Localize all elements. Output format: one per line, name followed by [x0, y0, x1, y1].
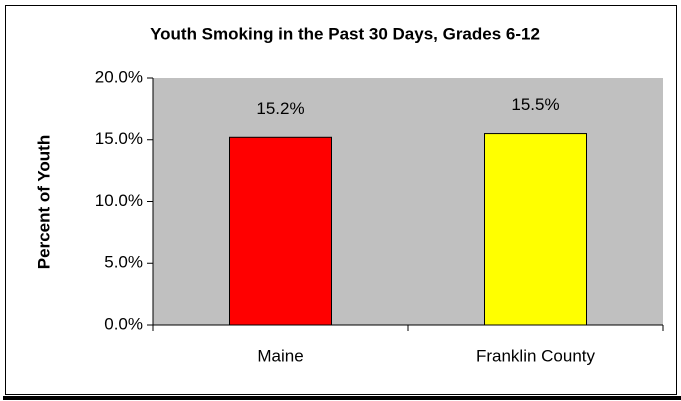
y-tick-label: 15.0%	[95, 129, 143, 148]
x-tick-label: Maine	[257, 346, 303, 365]
y-tick-label: 10.0%	[95, 191, 143, 210]
y-axis-label: Percent of Youth	[34, 135, 53, 269]
data-label: 15.5%	[511, 95, 559, 114]
y-tick-label: 20.0%	[95, 67, 143, 86]
y-tick-label: 0.0%	[104, 314, 143, 333]
bar	[229, 136, 332, 326]
x-tick-label: Franklin County	[476, 346, 596, 365]
frame-shadow	[3, 396, 681, 400]
data-label: 15.2%	[256, 99, 304, 118]
bar	[484, 133, 587, 326]
y-tick-label: 5.0%	[104, 253, 143, 272]
chart-title: Youth Smoking in the Past 30 Days, Grade…	[150, 24, 540, 43]
